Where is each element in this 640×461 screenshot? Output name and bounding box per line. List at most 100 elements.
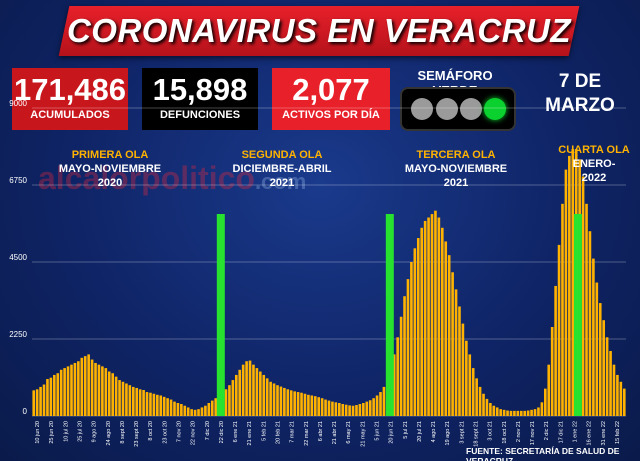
- bar: [131, 386, 135, 416]
- bar: [32, 390, 36, 416]
- bar: [544, 388, 547, 416]
- stat-accumulated-label: ACUMULADOS: [30, 109, 110, 121]
- report-date-line1: 7 DE: [558, 71, 602, 92]
- bar: [255, 368, 259, 416]
- x-tick-label: 22 dic 20: [219, 421, 225, 443]
- bar: [502, 409, 506, 416]
- bar: [303, 393, 307, 416]
- y-tick-label: 6750: [9, 176, 27, 185]
- bar: [300, 392, 303, 416]
- stat-deaths-label: DEFUNCIONES: [159, 109, 241, 121]
- x-tick-label: 25 jul 20: [78, 421, 84, 442]
- bar: [423, 220, 427, 416]
- bar: [616, 374, 619, 416]
- y-tick-label: 4500: [9, 253, 27, 262]
- y-tick-label: 2250: [9, 330, 27, 339]
- bar: [612, 364, 616, 416]
- bar: [66, 366, 70, 416]
- bar: [619, 381, 623, 416]
- x-tick-label: 18 oct 21: [502, 421, 508, 444]
- report-date: 7 DE MARZO: [540, 70, 620, 118]
- stat-active: 2,077 ACTIVOS POR DÍA: [272, 68, 390, 130]
- x-tick-label: 15 feb 22: [615, 421, 621, 444]
- bar: [441, 227, 444, 416]
- bar: [63, 368, 66, 416]
- bar: [368, 400, 372, 416]
- bar: [272, 383, 276, 416]
- report-date-line2: MARZO: [545, 95, 615, 116]
- bar: [506, 410, 509, 416]
- bar: [49, 377, 53, 416]
- bar: [444, 241, 448, 416]
- wave-name: CUARTA OLA: [558, 144, 630, 156]
- bar: [176, 402, 180, 416]
- bar: [348, 405, 351, 416]
- bar: [149, 392, 152, 416]
- x-tick-label: 21 ene 21: [247, 421, 253, 445]
- traffic-light-lamp-3: [460, 98, 482, 120]
- bar: [121, 381, 125, 416]
- bar: [427, 217, 430, 416]
- x-tick-label: 17 dic 21: [558, 421, 564, 443]
- bar: [564, 169, 568, 416]
- x-tick-label: 9 ago 20: [92, 421, 98, 442]
- bar: [492, 405, 496, 416]
- bar: [169, 399, 173, 416]
- bar: [406, 279, 410, 416]
- x-tick-label: 5 feb 21: [261, 421, 267, 441]
- bar: [478, 386, 482, 416]
- bar: [337, 402, 341, 416]
- bar: [437, 217, 441, 416]
- bar: [313, 396, 317, 416]
- bar: [392, 354, 396, 416]
- bar: [581, 176, 585, 416]
- bar: [458, 306, 461, 416]
- bar: [224, 389, 228, 416]
- bar: [434, 210, 437, 416]
- bar: [516, 410, 520, 416]
- bar: [362, 402, 365, 416]
- chart-bars: [32, 149, 626, 417]
- bar: [465, 340, 468, 416]
- bar: [571, 149, 575, 417]
- bar: [289, 390, 293, 416]
- bar: [537, 407, 540, 416]
- bar: [379, 392, 382, 416]
- bar: [104, 368, 108, 416]
- x-tick-label: 1 ene 22: [573, 421, 579, 442]
- bar: [207, 402, 211, 416]
- bar: [489, 402, 492, 416]
- stat-active-label: ACTIVOS POR DÍA: [282, 109, 380, 121]
- watermark: alcalorpolitico.com: [38, 160, 306, 197]
- x-tick-label: 20 jun 21: [389, 421, 395, 444]
- y-axis-ticks: 0 2250 4500 6750 9000: [9, 99, 27, 416]
- x-tick-label: 6 may 21: [346, 421, 352, 444]
- bar: [252, 364, 255, 416]
- watermark-suffix: .com: [254, 169, 307, 194]
- bar: [447, 255, 451, 416]
- bar: [622, 388, 626, 416]
- bar: [73, 362, 77, 416]
- x-tick-label: 3 oct 21: [488, 421, 494, 441]
- x-tick-label: 5 jul 21: [403, 421, 409, 439]
- bar: [145, 392, 149, 416]
- page-title: CORONAVIRUS EN VERACRUZ: [66, 12, 572, 49]
- bar: [499, 409, 502, 416]
- bar: [413, 248, 417, 416]
- bar: [526, 410, 530, 416]
- x-tick-label: 7 nov 20: [177, 421, 183, 442]
- x-tick-label: 22 mar 21: [304, 421, 310, 446]
- bar: [468, 354, 472, 416]
- bar: [310, 395, 314, 416]
- wave-period: MAYO-NOVIEMBRE: [59, 163, 161, 175]
- x-tick-label: 6 ene 21: [233, 421, 239, 442]
- bar: [430, 214, 434, 416]
- bar: [125, 383, 128, 416]
- bar: [307, 394, 310, 416]
- bar: [331, 401, 334, 416]
- bar: [554, 285, 557, 416]
- bar: [523, 410, 527, 416]
- bar: [101, 366, 104, 416]
- bar: [80, 357, 84, 416]
